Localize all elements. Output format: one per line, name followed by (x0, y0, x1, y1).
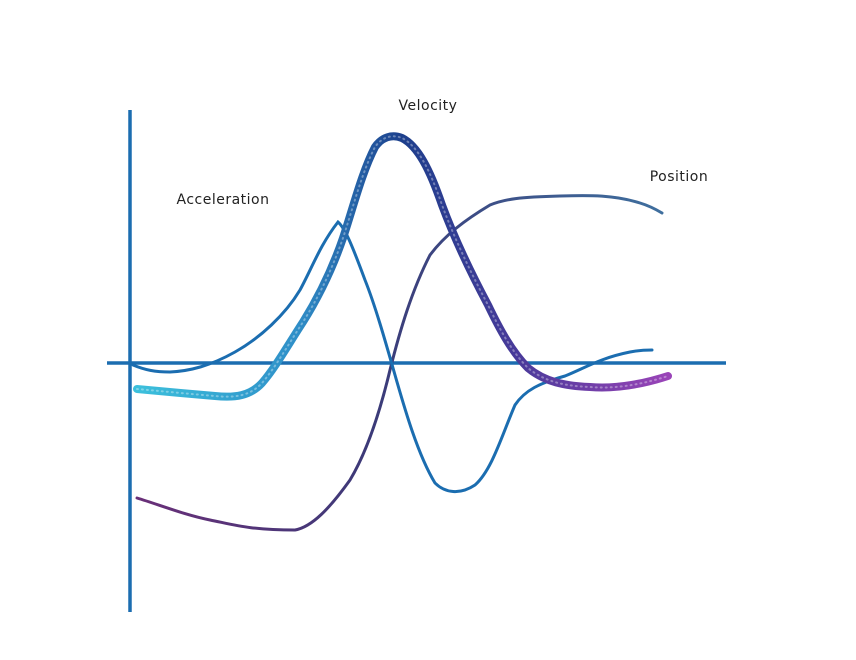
velocity-curve (133, 132, 672, 401)
acceleration-label: Acceleration (177, 192, 270, 208)
acceleration-curve (131, 219, 654, 493)
position-curve (135, 194, 664, 532)
velocity-label: Velocity (399, 98, 458, 114)
velocity-glitter (136, 135, 669, 398)
position-label: Position (650, 169, 709, 185)
